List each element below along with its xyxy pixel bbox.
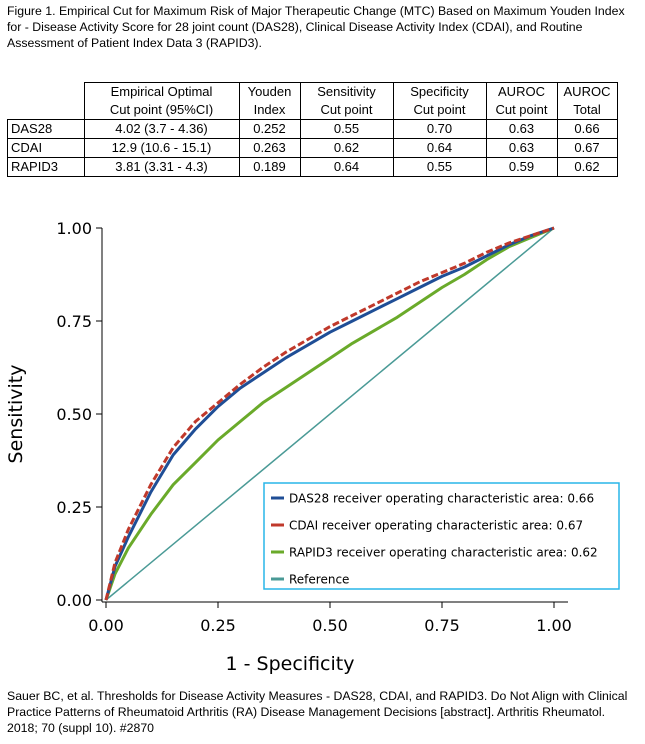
table-header-youden: Youden Index <box>238 82 301 120</box>
roc-chart: 0.00 0.25 0.50 0.75 1.00 0.00 0.25 0.50 0.75 1.0… <box>5 219 620 675</box>
table-cell: 4.02 (3.7 - 4.36) <box>83 119 240 139</box>
y-tick-label: 0.25 <box>56 498 92 517</box>
table-header-sensitivity: Sensitivity Cut point <box>299 82 394 120</box>
cutpoint-table: Empirical Optimal Cut point (95%CI) Youd… <box>7 82 618 177</box>
cdai-roc-curve <box>104 226 555 601</box>
das28-roc-curve <box>104 226 555 601</box>
header-line: AUROC <box>563 84 611 99</box>
y-tick-label: 0.75 <box>56 312 92 331</box>
table-cell: 0.55 <box>392 157 487 177</box>
header-line: Cut point <box>320 102 373 117</box>
table-cell: 0.59 <box>485 157 558 177</box>
header-line: Total <box>573 102 601 117</box>
reference-roc-curve <box>105 227 555 601</box>
table-cell: 0.64 <box>392 138 487 158</box>
x-tick-label: 0.75 <box>424 616 460 635</box>
header-line: Cut point <box>495 102 548 117</box>
table-cell: 0.64 <box>299 157 394 177</box>
row-label: RAPID3 <box>7 157 85 177</box>
legend-entry: CDAI receiver operating characteristic a… <box>289 519 583 533</box>
header-line: Empirical Optimal <box>110 84 213 99</box>
y-tick-label: 0.00 <box>56 591 92 610</box>
table-header-specificity: Specificity Cut point <box>392 82 487 120</box>
legend-entry: Reference <box>289 573 349 587</box>
table-cell: 0.63 <box>485 138 558 158</box>
header-line: Youden <box>247 84 292 99</box>
x-axis-label: 1 - Specificity <box>226 653 355 675</box>
legend-entry: RAPID3 receiver operating characteristic… <box>289 546 598 560</box>
header-line: Specificity <box>410 84 469 99</box>
y-tick-label: 1.00 <box>56 219 92 238</box>
legend-entry: DAS28 receiver operating characteristic … <box>289 492 594 506</box>
citation-footer: Sauer BC, et al. Thresholds for Disease … <box>7 689 628 735</box>
table-cell: 0.55 <box>299 119 394 139</box>
y-axis-label: Sensitivity <box>5 365 27 464</box>
table-cell: 12.9 (10.6 - 15.1) <box>83 138 240 158</box>
table-cell: 0.66 <box>556 119 618 139</box>
series-layer <box>104 226 555 601</box>
header-line: Cut point (95%CI) <box>109 102 214 117</box>
table-cell: 0.67 <box>556 138 618 158</box>
chart-legend: DAS28 receiver operating characteristic … <box>263 482 620 590</box>
rapid3-roc-curve <box>104 226 555 601</box>
x-axis-ticks: 0.00 0.25 0.50 0.75 1.00 <box>88 602 572 635</box>
header-line: Sensitivity <box>317 84 376 99</box>
table-row: DAS28 4.02 (3.7 - 4.36) 0.252 0.55 0.70 … <box>7 119 618 139</box>
table-cell: 0.63 <box>485 119 558 139</box>
table-corner-cell <box>7 82 85 120</box>
x-tick-label: 0.00 <box>88 616 124 635</box>
x-tick-label: 1.00 <box>536 616 572 635</box>
header-line: Index <box>253 102 286 117</box>
table-header-row: Empirical Optimal Cut point (95%CI) Youd… <box>7 82 618 120</box>
table-cell: 0.62 <box>299 138 394 158</box>
header-line: AUROC <box>498 84 545 99</box>
table-cell: 0.70 <box>392 119 487 139</box>
table-cell: 3.81 (3.31 - 4.3) <box>83 157 240 177</box>
row-label: CDAI <box>7 138 85 158</box>
x-tick-label: 0.50 <box>312 616 348 635</box>
row-label: DAS28 <box>7 119 85 139</box>
table-cell: 0.189 <box>238 157 301 177</box>
y-axis-ticks: 0.00 0.25 0.50 0.75 1.00 <box>56 219 102 610</box>
table-header-cutpoint: Empirical Optimal Cut point (95%CI) <box>83 82 240 120</box>
table-cell: 0.62 <box>556 157 618 177</box>
table-cell: 0.263 <box>238 138 301 158</box>
header-line: Cut point <box>413 102 466 117</box>
x-tick-label: 0.25 <box>200 616 236 635</box>
legend-box <box>263 482 620 590</box>
table-header-auroc-cutpoint: AUROC Cut point <box>485 82 558 120</box>
table-row: CDAI 12.9 (10.6 - 15.1) 0.263 0.62 0.64 … <box>7 138 618 158</box>
table-header-auroc-total: AUROC Total <box>556 82 618 120</box>
table-cell: 0.252 <box>238 119 301 139</box>
figure-caption: Figure 1. Empirical Cut for Maximum Risk… <box>7 4 625 50</box>
y-tick-label: 0.50 <box>56 405 92 424</box>
table-row: RAPID3 3.81 (3.31 - 4.3) 0.189 0.64 0.55… <box>7 157 618 177</box>
